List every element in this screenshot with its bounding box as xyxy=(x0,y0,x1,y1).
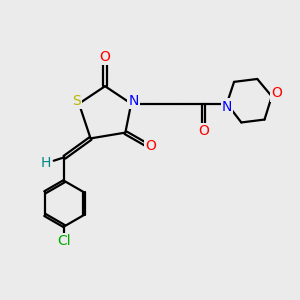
Text: Cl: Cl xyxy=(58,234,71,248)
Text: O: O xyxy=(272,86,282,100)
Text: O: O xyxy=(145,139,156,153)
Text: N: N xyxy=(128,94,139,108)
Text: N: N xyxy=(222,100,232,113)
Text: S: S xyxy=(72,94,80,108)
Text: O: O xyxy=(100,50,110,64)
Text: O: O xyxy=(198,124,209,138)
Text: H: H xyxy=(40,156,51,170)
